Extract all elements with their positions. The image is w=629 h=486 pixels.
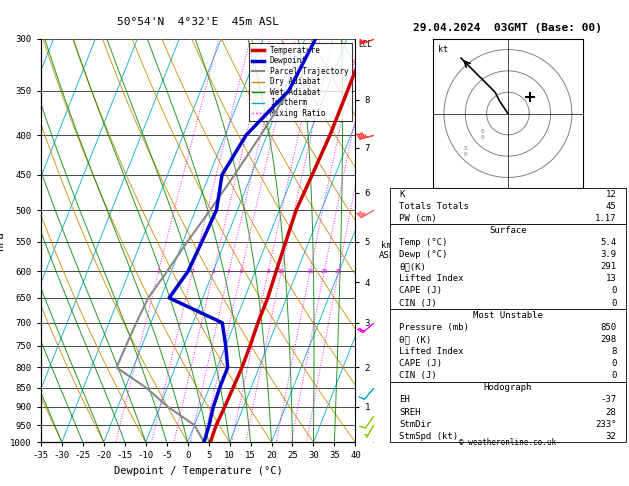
Text: 8: 8 xyxy=(611,347,616,356)
Text: kt: kt xyxy=(438,45,448,54)
Text: 5.4: 5.4 xyxy=(600,238,616,247)
Text: 850: 850 xyxy=(600,323,616,332)
Text: 0: 0 xyxy=(611,298,616,308)
Text: 6
0: 6 0 xyxy=(481,129,484,140)
Text: 291: 291 xyxy=(600,262,616,271)
Text: 45: 45 xyxy=(606,202,616,211)
X-axis label: Dewpoint / Temperature (°C): Dewpoint / Temperature (°C) xyxy=(114,466,282,476)
Text: K: K xyxy=(399,190,405,199)
Text: Hodograph: Hodograph xyxy=(484,383,532,392)
Text: CAPE (J): CAPE (J) xyxy=(399,359,442,368)
Text: -37: -37 xyxy=(600,396,616,404)
Text: Totals Totals: Totals Totals xyxy=(399,202,469,211)
Bar xyxy=(390,382,626,442)
Text: © weatheronline.co.uk: © weatheronline.co.uk xyxy=(459,438,557,447)
Text: CIN (J): CIN (J) xyxy=(399,371,437,380)
Text: CIN (J): CIN (J) xyxy=(399,298,437,308)
Text: Lifted Index: Lifted Index xyxy=(399,347,464,356)
Text: 13: 13 xyxy=(606,275,616,283)
Text: 0: 0 xyxy=(611,286,616,295)
Text: 3.9: 3.9 xyxy=(600,250,616,259)
Text: Most Unstable: Most Unstable xyxy=(473,311,543,320)
Text: 20: 20 xyxy=(320,269,328,274)
Bar xyxy=(390,309,626,382)
Text: 2: 2 xyxy=(191,269,194,274)
Text: θᴇ(K): θᴇ(K) xyxy=(399,262,426,271)
Bar xyxy=(390,225,626,309)
Y-axis label: km
ASL: km ASL xyxy=(379,241,394,260)
Text: 3: 3 xyxy=(212,269,215,274)
Text: StmDir: StmDir xyxy=(399,419,431,429)
Legend: Temperature, Dewpoint, Parcel Trajectory, Dry Adiabat, Wet Adiabat, Isotherm, Mi: Temperature, Dewpoint, Parcel Trajectory… xyxy=(249,43,352,121)
Text: 298: 298 xyxy=(600,335,616,344)
Text: StmSpd (kt): StmSpd (kt) xyxy=(399,432,459,441)
Text: 0: 0 xyxy=(611,371,616,380)
Text: CAPE (J): CAPE (J) xyxy=(399,286,442,295)
Text: 29.04.2024  03GMT (Base: 00): 29.04.2024 03GMT (Base: 00) xyxy=(413,23,603,33)
Text: 0: 0 xyxy=(611,359,616,368)
Text: θᴇ (K): θᴇ (K) xyxy=(399,335,431,344)
Text: 4: 4 xyxy=(227,269,231,274)
Text: 16: 16 xyxy=(306,269,314,274)
Text: 5: 5 xyxy=(240,269,243,274)
Text: Surface: Surface xyxy=(489,226,526,235)
Text: 50°54'N  4°32'E  45m ASL: 50°54'N 4°32'E 45m ASL xyxy=(117,17,279,27)
Text: EH: EH xyxy=(399,396,410,404)
Text: Lifted Index: Lifted Index xyxy=(399,275,464,283)
Text: 233°: 233° xyxy=(595,419,616,429)
Text: PW (cm): PW (cm) xyxy=(399,214,437,223)
Text: 10: 10 xyxy=(277,269,285,274)
Text: SREH: SREH xyxy=(399,407,421,417)
Text: 1.17: 1.17 xyxy=(595,214,616,223)
Text: Temp (°C): Temp (°C) xyxy=(399,238,448,247)
Text: Pressure (mb): Pressure (mb) xyxy=(399,323,469,332)
Y-axis label: hPa: hPa xyxy=(0,231,5,250)
Text: 28: 28 xyxy=(606,407,616,417)
Text: Dewp (°C): Dewp (°C) xyxy=(399,250,448,259)
Text: LCL: LCL xyxy=(359,40,372,50)
Text: 12: 12 xyxy=(606,190,616,199)
Text: 5
0: 5 0 xyxy=(464,146,467,157)
Text: 25: 25 xyxy=(335,269,342,274)
Bar xyxy=(390,188,626,225)
Text: 1: 1 xyxy=(157,269,160,274)
Text: 32: 32 xyxy=(606,432,616,441)
Text: 8: 8 xyxy=(266,269,270,274)
